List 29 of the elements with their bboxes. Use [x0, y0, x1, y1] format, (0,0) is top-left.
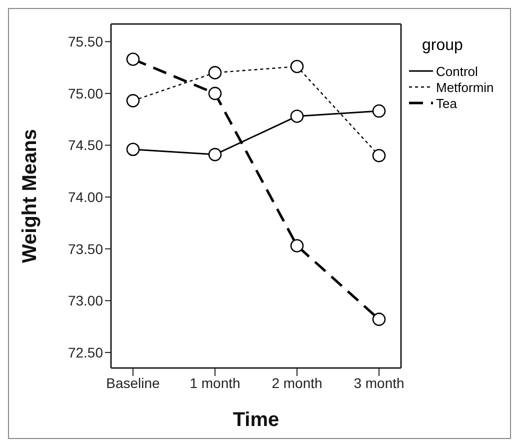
point	[126, 52, 140, 66]
legend-title: group	[422, 37, 464, 55]
point	[372, 148, 386, 162]
y-tick-label: 75.00	[68, 85, 104, 102]
y-tick-label: 72.50	[68, 344, 104, 360]
legend-label: Metformin	[436, 80, 494, 94]
point	[208, 66, 222, 80]
point	[208, 148, 222, 162]
x-axis-title: Time	[232, 409, 280, 431]
point	[372, 312, 386, 326]
point	[290, 239, 304, 252]
point	[126, 142, 140, 156]
x-tick-label: 2 month	[272, 374, 322, 391]
x-tick-label: Baseline	[106, 374, 160, 391]
point	[208, 86, 222, 100]
y-tick-label: 74.00	[68, 189, 104, 206]
point	[290, 110, 304, 123]
point	[372, 104, 386, 118]
legend-label: Tea	[436, 96, 457, 110]
x-tick-label: 1 month	[190, 374, 240, 391]
y-axis-title: Weight Means	[19, 128, 42, 264]
y-tick-label: 73.00	[68, 292, 104, 309]
point	[290, 60, 304, 74]
point	[126, 94, 140, 108]
y-tick-label: 74.50	[68, 137, 104, 154]
legend-label: Control	[436, 64, 478, 78]
x-tick-label: 3 month	[354, 374, 404, 391]
y-tick-label: 75.50	[68, 34, 104, 50]
y-tick-label: 73.50	[68, 240, 104, 257]
